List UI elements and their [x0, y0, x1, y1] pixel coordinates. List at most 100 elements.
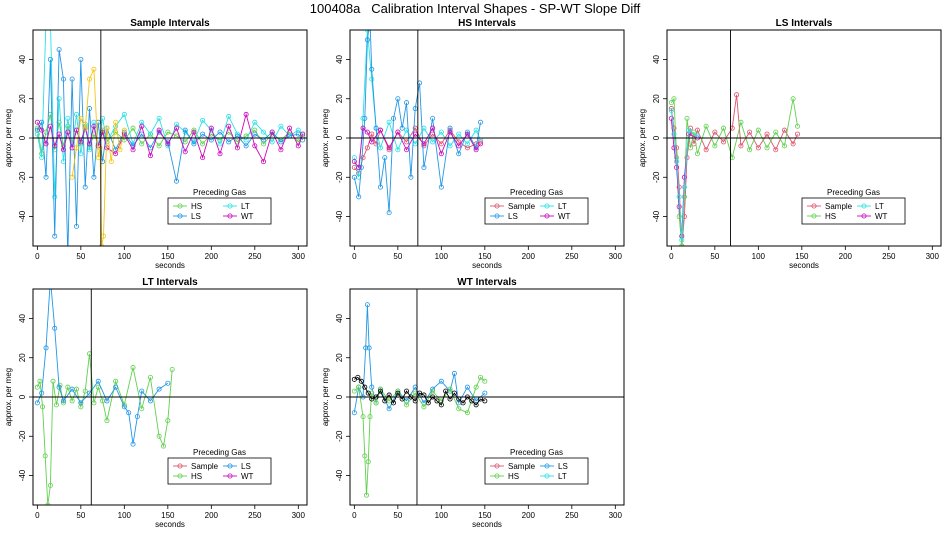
data-point-ls	[482, 390, 488, 396]
data-point-ls	[69, 76, 75, 82]
legend-swatch-marker	[494, 473, 500, 479]
y-tick-label: 20	[18, 353, 27, 362]
data-point-yellow	[91, 66, 97, 72]
y-tick-label: -20	[335, 430, 344, 442]
data-point-lt	[386, 119, 392, 125]
data-point-wt	[351, 159, 357, 165]
data-point-ls	[243, 143, 249, 149]
data-point-sample	[412, 125, 418, 131]
data-point-ls	[278, 139, 284, 145]
series-group	[34, 289, 175, 505]
data-point-ls	[156, 386, 162, 392]
legend-label-sample: Sample	[191, 462, 219, 471]
data-point-black	[434, 398, 440, 404]
data-point-ls	[351, 174, 357, 180]
data-point-wt	[43, 141, 49, 147]
x-tick-label: 100	[118, 252, 132, 261]
legend-label-wt: WT	[558, 212, 571, 221]
data-point-wt	[447, 129, 453, 135]
data-point-hs	[139, 141, 145, 147]
legend-label-ls: LS	[191, 212, 201, 221]
data-point-hs	[34, 125, 40, 131]
data-point-black	[460, 400, 466, 406]
data-point-hs	[139, 406, 145, 412]
data-point-yellow	[117, 147, 123, 153]
data-point-hs	[687, 145, 693, 151]
data-point-ls	[87, 106, 93, 112]
legend-label-lt: LT	[875, 202, 884, 211]
data-point-wt	[360, 125, 366, 131]
data-point-hs	[156, 433, 162, 439]
data-point-sample	[794, 131, 800, 137]
x-tick-label: 100	[752, 252, 766, 261]
data-point-wt	[47, 123, 53, 129]
data-point-ls	[95, 378, 101, 384]
data-point-wt	[217, 151, 223, 157]
y-tick-label: -40	[335, 469, 344, 481]
data-point-lt	[269, 139, 275, 145]
data-point-black	[417, 390, 423, 396]
data-point-hs	[373, 400, 379, 406]
data-point-ls	[456, 151, 462, 157]
data-point-ls	[364, 302, 370, 308]
y-tick-label: -20	[652, 171, 661, 183]
data-point-wt	[681, 174, 687, 180]
legend-swatch-marker	[177, 213, 183, 219]
data-point-black	[438, 402, 444, 408]
data-point-ls	[43, 174, 49, 180]
data-point-sample	[703, 147, 709, 153]
data-point-hs	[356, 384, 362, 390]
data-point-ls	[91, 174, 97, 180]
legend-label-wt: WT	[241, 212, 254, 221]
data-point-ls	[52, 233, 58, 239]
y-axis-label: approx. per meg	[4, 368, 13, 426]
data-point-black	[404, 388, 410, 394]
data-point-yellow	[121, 127, 127, 133]
x-axis-label: seconds	[155, 261, 185, 270]
data-point-sample	[734, 92, 740, 98]
data-point-lt	[39, 155, 45, 161]
y-tick-label: 0	[335, 394, 344, 399]
x-tick-label: 250	[882, 252, 896, 261]
data-point-black	[469, 398, 475, 404]
plot-frame	[32, 29, 308, 247]
data-point-ls	[182, 127, 188, 133]
panel-title: HS Intervals	[458, 18, 516, 29]
data-point-wt	[438, 151, 444, 157]
y-tick-label: -20	[18, 171, 27, 183]
data-point-ls	[191, 141, 197, 147]
data-point-ls	[147, 398, 153, 404]
x-tick-label: 50	[393, 511, 402, 520]
data-point-ls	[69, 386, 75, 392]
legend-swatch-marker	[177, 203, 183, 209]
data-point-ls	[369, 66, 375, 72]
data-point-ls	[56, 384, 62, 390]
data-point-sample	[364, 145, 370, 151]
data-point-black	[395, 390, 401, 396]
series-line-sample	[670, 94, 798, 246]
data-point-lt	[369, 76, 375, 82]
data-point-ls	[174, 178, 180, 184]
data-point-hs	[200, 141, 206, 147]
series-line-ls	[353, 304, 486, 413]
data-point-ls	[386, 406, 392, 412]
panel-title: LS Intervals	[776, 18, 833, 29]
legend-swatch-marker	[811, 213, 817, 219]
x-tick-label: 200	[522, 252, 536, 261]
legend-swatch-marker	[544, 213, 550, 219]
data-point-wt	[261, 159, 267, 165]
legend-title: Preceding Gas	[510, 188, 563, 197]
data-point-wt	[364, 129, 370, 135]
data-point-hs	[676, 214, 682, 220]
data-point-sample	[747, 129, 753, 135]
data-point-black	[451, 390, 457, 396]
y-tick-label: 20	[652, 94, 661, 103]
series-group	[34, 30, 306, 246]
data-point-ls	[438, 184, 444, 190]
data-point-ls	[217, 129, 223, 135]
legend-title: Preceding Gas	[510, 448, 563, 457]
data-point-ls	[362, 115, 368, 121]
data-point-ls	[464, 384, 470, 390]
series-line-hs	[36, 353, 173, 505]
